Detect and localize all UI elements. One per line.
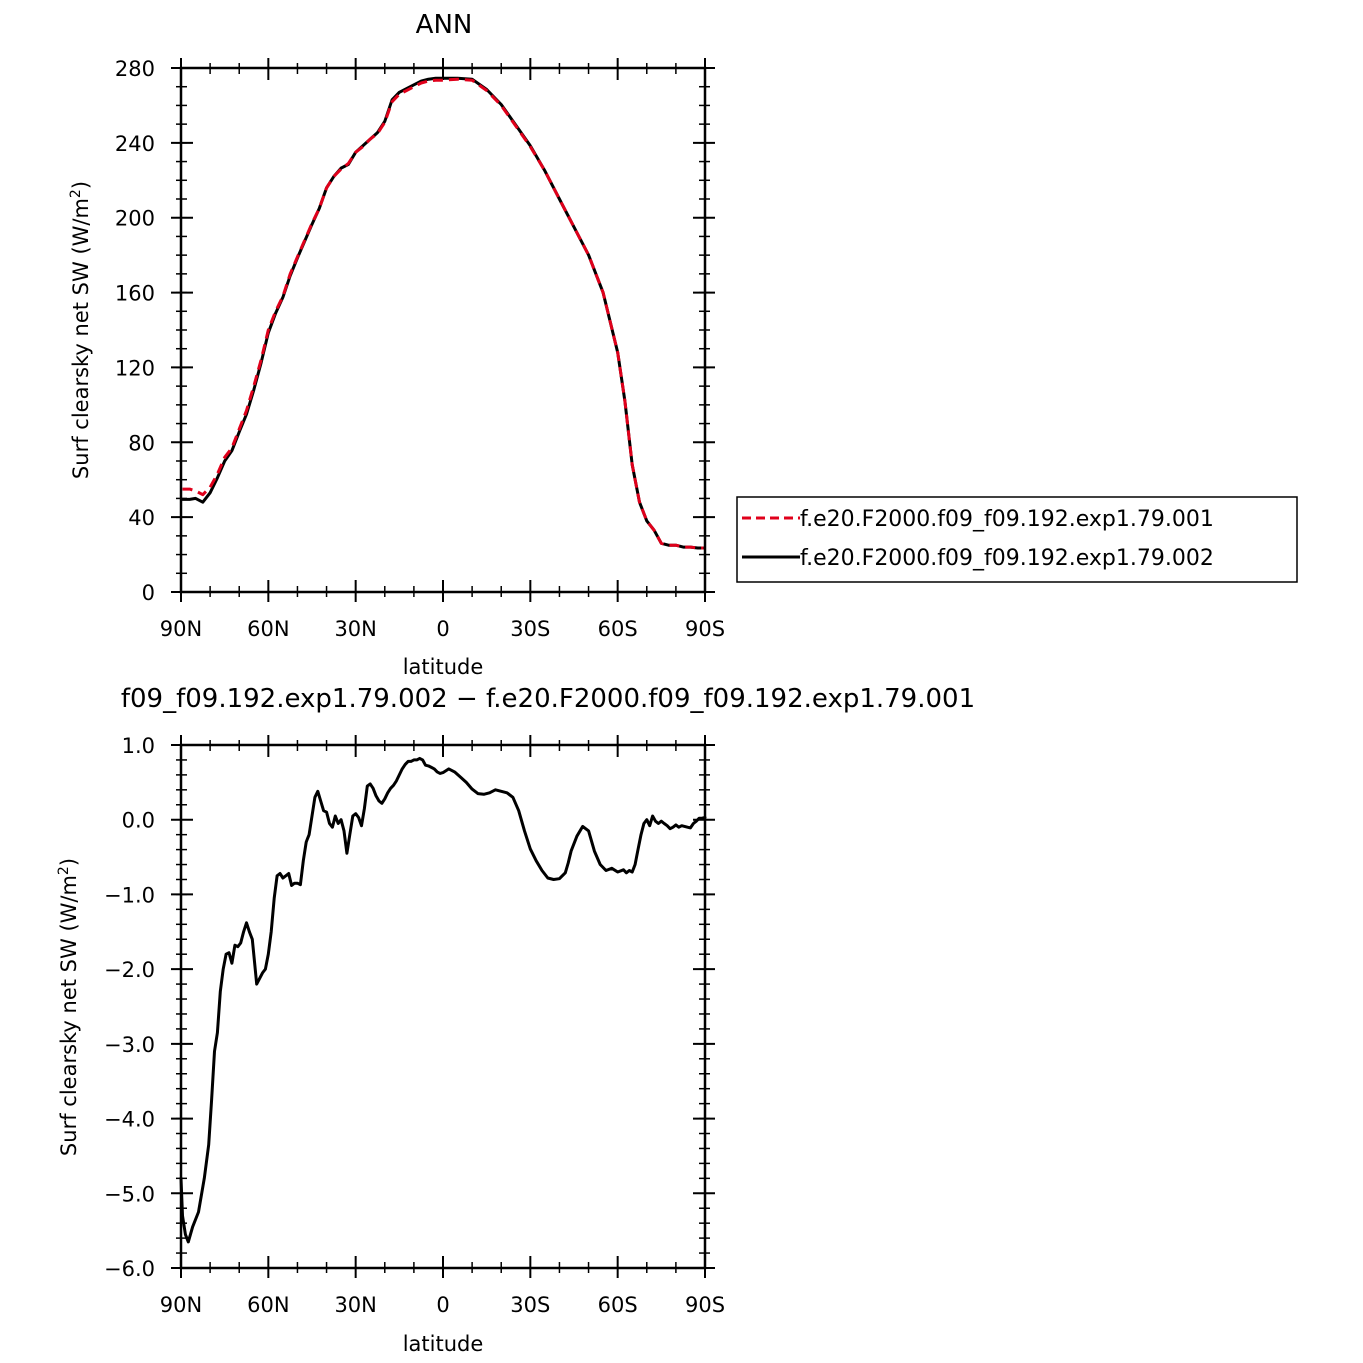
top-ytick-label: 200 (115, 207, 155, 231)
bottom-axis-ticks (171, 735, 715, 1278)
legend: f.e20.F2000.f09_f09.192.exp1.79.001 f.e2… (736, 496, 1298, 583)
bottom-ytick-label: −3.0 (104, 1033, 155, 1057)
bottom-ytick-label: 0.0 (122, 809, 155, 833)
top-y-axis-label-main: Surf clearsky net SW (W/m (69, 198, 93, 479)
top-series-line-0 (182, 77, 704, 550)
bottom-xtick-label: 90N (160, 1293, 202, 1317)
bottom-xtick-label: 0 (436, 1293, 449, 1317)
top-series-line-1 (181, 76, 705, 550)
top-chart-title: ANN (416, 10, 473, 40)
top-y-axis-label-sup: 2 (68, 189, 84, 198)
bottom-xtick-label: 30N (334, 1293, 376, 1317)
bottom-ytick-label: −5.0 (104, 1182, 155, 1206)
bottom-x-tick-labels: 90N 60N 30N 0 30S 60S 90S (160, 1293, 725, 1317)
bottom-ytick-label: 1.0 (122, 734, 155, 758)
top-xtick-label: 30N (334, 617, 376, 641)
bottom-plot-frame (179, 743, 707, 1270)
top-ytick-label: 280 (115, 57, 155, 81)
bottom-xtick-label: 60S (598, 1293, 638, 1317)
top-ytick-label: 0 (142, 581, 155, 605)
top-y-tick-labels: 0 40 80 120 160 200 240 280 (115, 57, 155, 605)
legend-label-001: f.e20.F2000.f09_f09.192.exp1.79.001 (800, 507, 1214, 532)
top-xtick-label: 60S (598, 617, 638, 641)
top-axis-ticks (171, 58, 715, 602)
bottom-y-tick-labels: 1.0 0.0 −1.0 −2.0 −3.0 −4.0 −5.0 −6.0 (104, 734, 155, 1281)
legend-label-002: f.e20.F2000.f09_f09.192.exp1.79.002 (800, 546, 1214, 571)
top-panel: ANN 0 40 80 120 160 200 240 280 90N 60N 30N 0 30S 60… (68, 10, 725, 679)
top-ytick-label: 80 (128, 431, 155, 455)
bottom-y-axis-label-main: Surf clearsky net SW (W/m (57, 875, 81, 1156)
bottom-series-lines (179, 756, 707, 1244)
bottom-ytick-label: −4.0 (104, 1108, 155, 1132)
bottom-y-axis-label: Surf clearsky net SW (W/m2) (56, 858, 81, 1156)
legend-box (736, 496, 1298, 583)
bottom-y-axis-label-sup: 2 (56, 866, 72, 875)
bottom-panel: f09_f09.192.exp1.79.002 − f.e20.F2000.f0… (56, 684, 975, 1356)
top-plot-frame (179, 66, 707, 594)
top-xtick-label: 90S (685, 617, 725, 641)
bottom-xtick-label: 90S (685, 1293, 725, 1317)
bottom-xtick-label: 30S (510, 1293, 550, 1317)
top-xtick-label: 0 (436, 617, 449, 641)
top-xtick-label: 90N (160, 617, 202, 641)
top-xtick-label: 30S (510, 617, 550, 641)
bottom-xtick-label: 60N (247, 1293, 289, 1317)
top-y-axis-label: Surf clearsky net SW (W/m2) (68, 181, 93, 479)
top-y-axis-label-close: ) (69, 181, 93, 189)
bottom-chart-title: f09_f09.192.exp1.79.002 − f.e20.F2000.f0… (121, 684, 975, 714)
top-series-lines (181, 76, 705, 550)
top-ytick-label: 160 (115, 282, 155, 306)
top-ytick-label: 40 (128, 506, 155, 530)
bottom-ytick-label: −1.0 (104, 883, 155, 907)
top-xtick-label: 60N (247, 617, 289, 641)
top-ytick-label: 240 (115, 132, 155, 156)
top-x-axis-label: latitude (403, 655, 484, 679)
bottom-ytick-label: −2.0 (104, 958, 155, 982)
bottom-x-axis-label: latitude (403, 1332, 484, 1356)
top-ytick-label: 120 (115, 356, 155, 380)
top-x-tick-labels: 90N 60N 30N 0 30S 60S 90S (160, 617, 725, 641)
bottom-y-axis-label-close: ) (57, 858, 81, 866)
bottom-series-line-0 (179, 756, 707, 1244)
bottom-ytick-label: −6.0 (104, 1257, 155, 1281)
